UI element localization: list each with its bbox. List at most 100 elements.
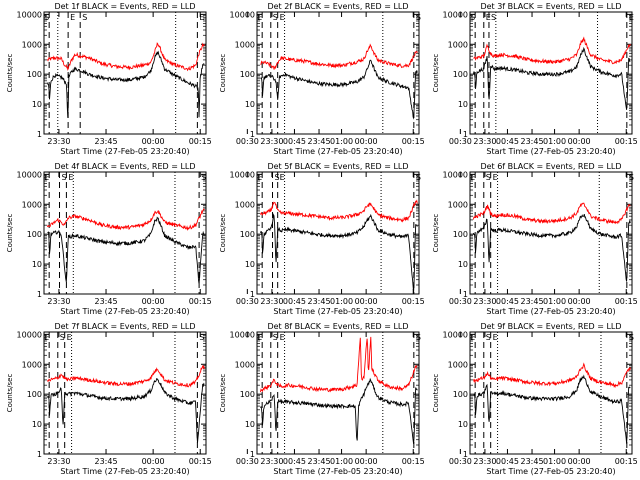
- segment-marker: S: [201, 173, 206, 182]
- y-tick-label: 1000: [448, 360, 468, 369]
- segment-marker: S: [275, 173, 280, 182]
- x-tick-label: 00:45: [496, 297, 519, 306]
- panel-title: Det 8f BLACK = Events, RED = LLD: [267, 322, 408, 331]
- panel-title: Det 6f BLACK = Events, RED = LLD: [480, 162, 621, 171]
- x-tick-label: 00:00: [568, 297, 591, 306]
- segment-marker: E: [493, 173, 498, 182]
- segment-marker: S: [629, 173, 634, 182]
- segment-marker: E: [68, 173, 73, 182]
- panel-title: Det 2f BLACK = Events, RED = LLD: [267, 2, 408, 11]
- series-lld-line: [47, 364, 205, 388]
- x-tick-label: 00:00: [142, 457, 165, 466]
- segment-marker: S: [491, 13, 496, 22]
- x-tick-label: 00:30: [236, 297, 259, 306]
- y-tick-label: 10000: [230, 330, 255, 339]
- x-tick-label: 23:30: [260, 297, 283, 306]
- y-tick-label: 1: [37, 290, 42, 299]
- series-events-line: [47, 216, 205, 284]
- panel-title: Det 5f BLACK = Events, RED = LLD: [267, 162, 408, 171]
- series-lld-line: [473, 36, 631, 65]
- x-tick-label: 00:30: [236, 137, 259, 146]
- series-events-line: [46, 50, 205, 118]
- plot-frame: [469, 11, 633, 135]
- segment-marker: E: [470, 333, 475, 342]
- y-tick-label: 1000: [235, 40, 255, 49]
- y-tick-label: 1000: [22, 40, 42, 49]
- x-tick-label: 00:00: [355, 457, 378, 466]
- series-events-line: [473, 374, 631, 444]
- x-tick-label: 00:15: [615, 137, 638, 146]
- x-tick-label: 00:15: [402, 457, 425, 466]
- segment-marker: E: [44, 173, 49, 182]
- series-events-line: [472, 46, 631, 110]
- panel-title: Det 1f BLACK = Events, RED = LLD: [54, 2, 195, 11]
- x-tick-label: 00:30: [449, 457, 472, 466]
- y-tick-label: 10: [32, 420, 42, 429]
- x-tick-label: 23:45: [94, 297, 117, 306]
- segment-marker: E: [493, 333, 498, 342]
- segment-marker: E: [280, 13, 285, 22]
- series-lld-line: [259, 199, 418, 223]
- x-tick-label: 01:00: [330, 457, 353, 466]
- y-tick-label: 10000: [443, 10, 468, 19]
- x-tick-label: 01:00: [543, 297, 566, 306]
- y-tick-label: 100: [27, 390, 42, 399]
- segment-marker: E: [280, 333, 285, 342]
- panel-det2: Det 2f BLACK = Events, RED = LLD11010010…: [219, 2, 566, 156]
- panel-det7: Det 7f BLACK = Events, RED = LLD 1 10 100 10…: [6, 322, 353, 476]
- x-tick-label: 00:15: [615, 297, 638, 306]
- y-axis-label: Counts/sec: [219, 54, 227, 93]
- segment-marker: E: [470, 173, 475, 182]
- segment-marker: E: [44, 333, 49, 342]
- panel-title: Det 7f BLACK = Events, RED = LLD: [54, 322, 195, 331]
- y-tick-label: 1: [37, 450, 42, 459]
- x-tick-label: 23:30: [47, 457, 70, 466]
- y-tick-label: 10000: [17, 330, 42, 339]
- panel-det9: Det 9f BLACK = Events, RED = LLD 1 10 100 10…: [432, 322, 638, 476]
- x-tick-label: 00:45: [496, 137, 519, 146]
- x-tick-label: 23:30: [473, 297, 496, 306]
- y-tick-label: 1000: [22, 200, 42, 209]
- x-tick-label: 23:30: [260, 137, 283, 146]
- y-tick-label: 1000: [448, 200, 468, 209]
- x-tick-label: 00:00: [355, 297, 378, 306]
- x-tick-label: 23:45: [520, 297, 543, 306]
- y-tick-label: 100: [453, 70, 468, 79]
- y-tick-label: 1000: [22, 360, 42, 369]
- x-tick-label: 23:30: [473, 457, 496, 466]
- panel-det3: Det 3f BLACK = Events, RED = LLD 1 10 100 10…: [432, 2, 638, 156]
- segment-marker: E: [257, 13, 262, 22]
- segment-marker: S: [629, 333, 634, 342]
- plot-frame: [43, 171, 207, 295]
- segment-marker: S: [44, 13, 49, 22]
- segment-marker: E: [280, 173, 285, 182]
- y-tick-label: 100: [27, 230, 42, 239]
- x-axis-label: Start Time (27-Feb-05 23:20:40): [486, 147, 615, 156]
- x-tick-label: 00:00: [568, 457, 591, 466]
- panel-det5: Det 5f BLACK = Events, RED = LLD11010010…: [219, 162, 566, 316]
- y-tick-label: 10: [245, 260, 255, 269]
- y-tick-label: 1000: [235, 360, 255, 369]
- y-tick-label: 1: [463, 130, 468, 139]
- x-tick-label: 23:45: [307, 297, 330, 306]
- y-tick-label: 10: [32, 100, 42, 109]
- y-tick-label: 10000: [17, 170, 42, 179]
- x-tick-label: 23:45: [94, 457, 117, 466]
- x-tick-label: 00:45: [283, 297, 306, 306]
- x-tick-label: 00:15: [189, 137, 212, 146]
- x-tick-label: 23:45: [520, 137, 543, 146]
- segment-marker: E: [67, 333, 72, 342]
- x-tick-label: 00:15: [189, 457, 212, 466]
- y-tick-label: 10: [458, 420, 468, 429]
- x-tick-label: 23:45: [307, 457, 330, 466]
- x-tick-label: 01:00: [543, 137, 566, 146]
- segment-marker: S: [416, 333, 421, 342]
- x-tick-label: 00:15: [189, 297, 212, 306]
- x-tick-label: 00:30: [236, 457, 259, 466]
- plot-frame: [43, 331, 207, 455]
- y-tick-label: 10000: [443, 330, 468, 339]
- x-tick-label: 23:30: [260, 457, 283, 466]
- y-axis-label: Counts/sec: [6, 54, 14, 93]
- x-axis-label: Start Time (27-Feb-05 23:20:40): [60, 307, 189, 316]
- segment-marker: S: [470, 13, 475, 22]
